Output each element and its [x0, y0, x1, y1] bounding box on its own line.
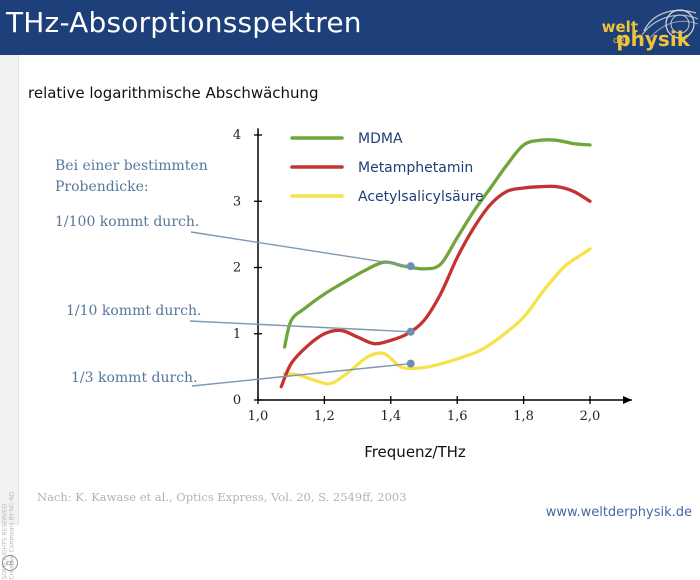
annotation-point-2 — [406, 327, 415, 336]
annotation-1-3: 1/3 kommt durch. — [71, 370, 198, 386]
series-line-acetylsalicylsäure — [282, 247, 592, 386]
footer-url-link[interactable]: www.weltderphysik.de — [545, 505, 692, 520]
creative-commons-icon: cc — [2, 555, 18, 571]
series-line-mdma — [282, 138, 592, 349]
logo-text-physik: physik — [616, 27, 690, 51]
source-citation: Nach: K. Kawase et al., Optics Express, … — [37, 490, 407, 504]
x-tick-label: 1,2 — [314, 409, 335, 424]
page-title: THz-Absorptionsspektren — [6, 6, 362, 39]
logo-text-der: der — [613, 36, 628, 46]
annotation-leader-3 — [191, 362, 411, 387]
absorption-spectra-chart: 1,0 1,2 1,4 1,6 1,8 2,0 0 1 2 3 4 Frequenz/THz MDMA M… — [189, 128, 632, 461]
series-line-metamphetamin — [279, 184, 592, 389]
x-tick-label: 1,0 — [248, 409, 269, 424]
welt-der-physik-logo: welt der physik — [580, 0, 700, 55]
legend-label-acetylsalicylsäure: Acetylsalicylsäure — [358, 189, 484, 205]
x-tick-label: 1,4 — [380, 409, 401, 424]
header-bar: THz-Absorptionsspektren welt der physik — [0, 0, 700, 55]
annotation-header-line-1: Bei einer bestimmten — [55, 158, 208, 174]
y-axis-title: relative logarithmische Abschwächung — [28, 84, 319, 102]
annotation-point-1 — [406, 262, 415, 271]
legend-label-metamphetamin: Metamphetamin — [358, 160, 473, 176]
x-tick-label: 1,8 — [513, 409, 534, 424]
x-axis-arrow — [623, 396, 632, 404]
x-tick-label: 2,0 — [580, 409, 601, 424]
y-tick-label: 3 — [233, 194, 241, 209]
annotation-point-3 — [406, 359, 415, 368]
x-tick-label: 1,6 — [447, 409, 468, 424]
annotation-header-line-2: Probendicke: — [55, 179, 149, 195]
globe-arc-logo-icon — [641, 9, 699, 39]
y-tick-label: 1 — [233, 327, 241, 342]
annotation-1-10: 1/10 kommt durch. — [66, 303, 202, 319]
legend-label-mdma: MDMA — [358, 131, 403, 147]
y-tick-label: 4 — [233, 128, 241, 143]
annotation-leader-1 — [190, 231, 411, 267]
y-tick-label: 2 — [233, 261, 241, 276]
annotation-1-100: 1/100 kommt durch. — [55, 214, 200, 230]
x-axis-title: Frequenz/THz — [364, 443, 466, 461]
logo-text-welt: welt — [601, 18, 638, 36]
y-tick-label: 0 — [233, 393, 241, 408]
annotation-leader-2 — [189, 320, 411, 333]
